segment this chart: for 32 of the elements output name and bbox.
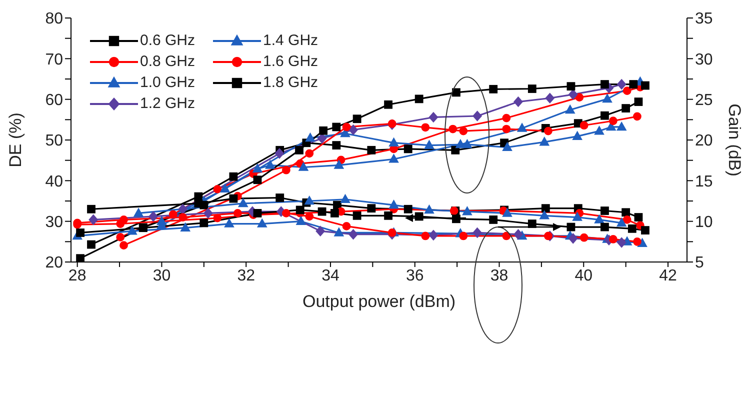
y2-tick-label: 15 — [695, 173, 713, 190]
y2-tick-label: 20 — [695, 132, 713, 150]
legend-label: 1.8 GHz — [263, 74, 318, 91]
y-tick-label: 60 — [45, 92, 64, 110]
y2-axis-title: Gain (dB) — [724, 104, 744, 176]
y-tick-label: 70 — [45, 51, 64, 68]
y-tick-label: 40 — [45, 173, 64, 190]
y2-tick-label: 30 — [695, 51, 713, 68]
legend-label: 1.6 GHz — [263, 53, 318, 70]
y2-tick-label: 10 — [695, 214, 713, 232]
legend-label: 0.6 GHz — [140, 32, 196, 49]
y-tick-label: 50 — [45, 132, 64, 150]
x-tick-label: 28 — [68, 267, 86, 284]
y2-tick-label: 35 — [695, 10, 713, 28]
y-tick-label: 20 — [45, 254, 64, 272]
y-axis-title: DE (%) — [6, 112, 26, 168]
y2-tick-label: 5 — [695, 254, 704, 272]
x-tick-label: 34 — [322, 267, 340, 284]
x-tick-label: 40 — [574, 267, 593, 284]
legend-label: 0.8 GHz — [140, 53, 196, 70]
x-tick-label: 36 — [406, 267, 424, 284]
legend-label: 1.2 GHz — [140, 95, 196, 112]
y-tick-label: 80 — [45, 10, 64, 28]
y2-tick-label: 25 — [695, 92, 713, 110]
x-tick-label: 32 — [237, 267, 256, 284]
legend-label: 1.4 GHz — [263, 32, 318, 49]
legend-label: 1.0 GHz — [140, 74, 196, 91]
x-tick-label: 30 — [152, 267, 171, 284]
y-tick-label: 30 — [45, 214, 64, 232]
x-axis-title: Output power (dBm) — [302, 292, 456, 311]
x-tick-label: 42 — [659, 267, 678, 284]
x-tick-label: 38 — [490, 267, 508, 284]
